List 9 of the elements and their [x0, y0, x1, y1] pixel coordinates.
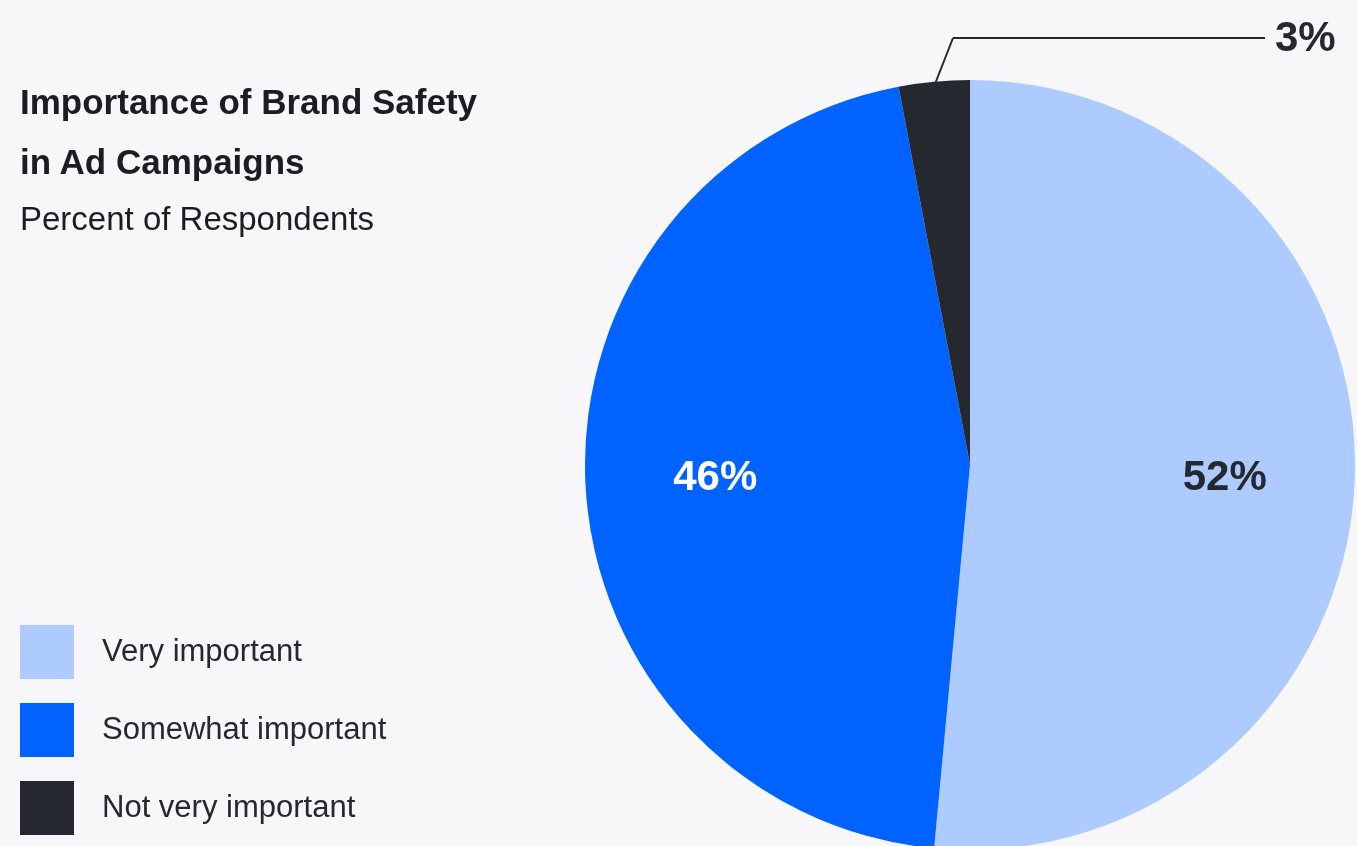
- data-label: 52%: [1182, 451, 1267, 499]
- text: Importance of Brand Safety in Ad Campaigns: [20, 82, 478, 181]
- text: Percent of Respondents: [20, 200, 375, 237]
- legend-label: Very important: [102, 633, 303, 668]
- legend-label: Not very important: [102, 789, 356, 824]
- legend-label: Somewhat important: [102, 711, 387, 746]
- data-label: 46%: [673, 451, 758, 499]
- data-label: 3%: [1275, 13, 1336, 60]
- pie-slice: [585, 86, 970, 846]
